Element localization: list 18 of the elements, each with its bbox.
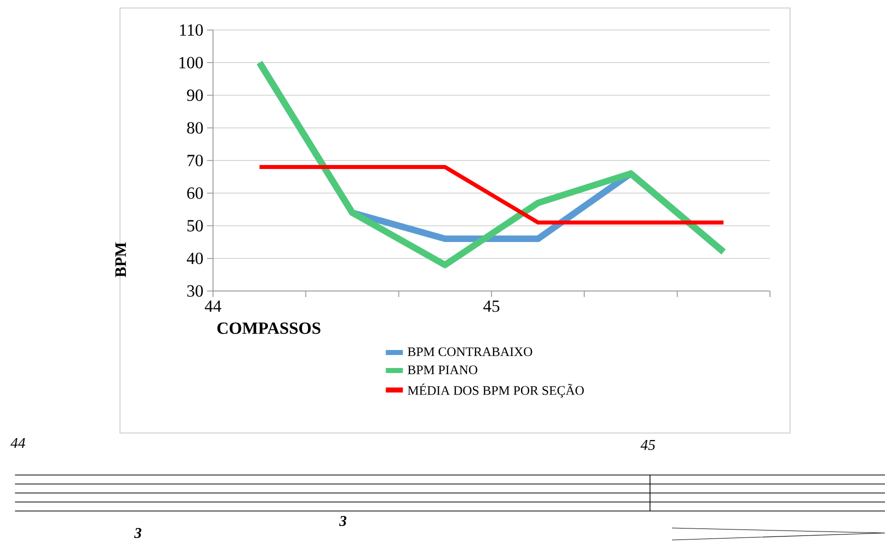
y-tick-label: 50 [187, 220, 203, 232]
y-tick-label: 70 [188, 154, 203, 166]
legend-label: BPM CONTRABAIXO [408, 347, 532, 356]
y-tick-label: 40 [186, 252, 203, 264]
text: 44 [10, 438, 26, 448]
legend-label: MÉDIA DOS BPM POR SEÇÃO [408, 384, 584, 398]
y-tick-label: 60 [187, 187, 203, 199]
text: 3 [339, 516, 346, 526]
y-tick-label: 30 [187, 285, 203, 297]
x-axis-title: COMPASSOS [217, 322, 320, 334]
y-tick-label: 90 [187, 90, 203, 101]
text: 45 [640, 440, 656, 450]
y-axis-title: BPM [115, 242, 126, 278]
y-tick-label: 100 [179, 56, 203, 68]
text: 3 [134, 528, 142, 538]
y-tick-label: 80 [187, 122, 203, 134]
y-tick-label: 110 [180, 24, 203, 36]
legend-label: BPM PIANO [408, 366, 478, 374]
